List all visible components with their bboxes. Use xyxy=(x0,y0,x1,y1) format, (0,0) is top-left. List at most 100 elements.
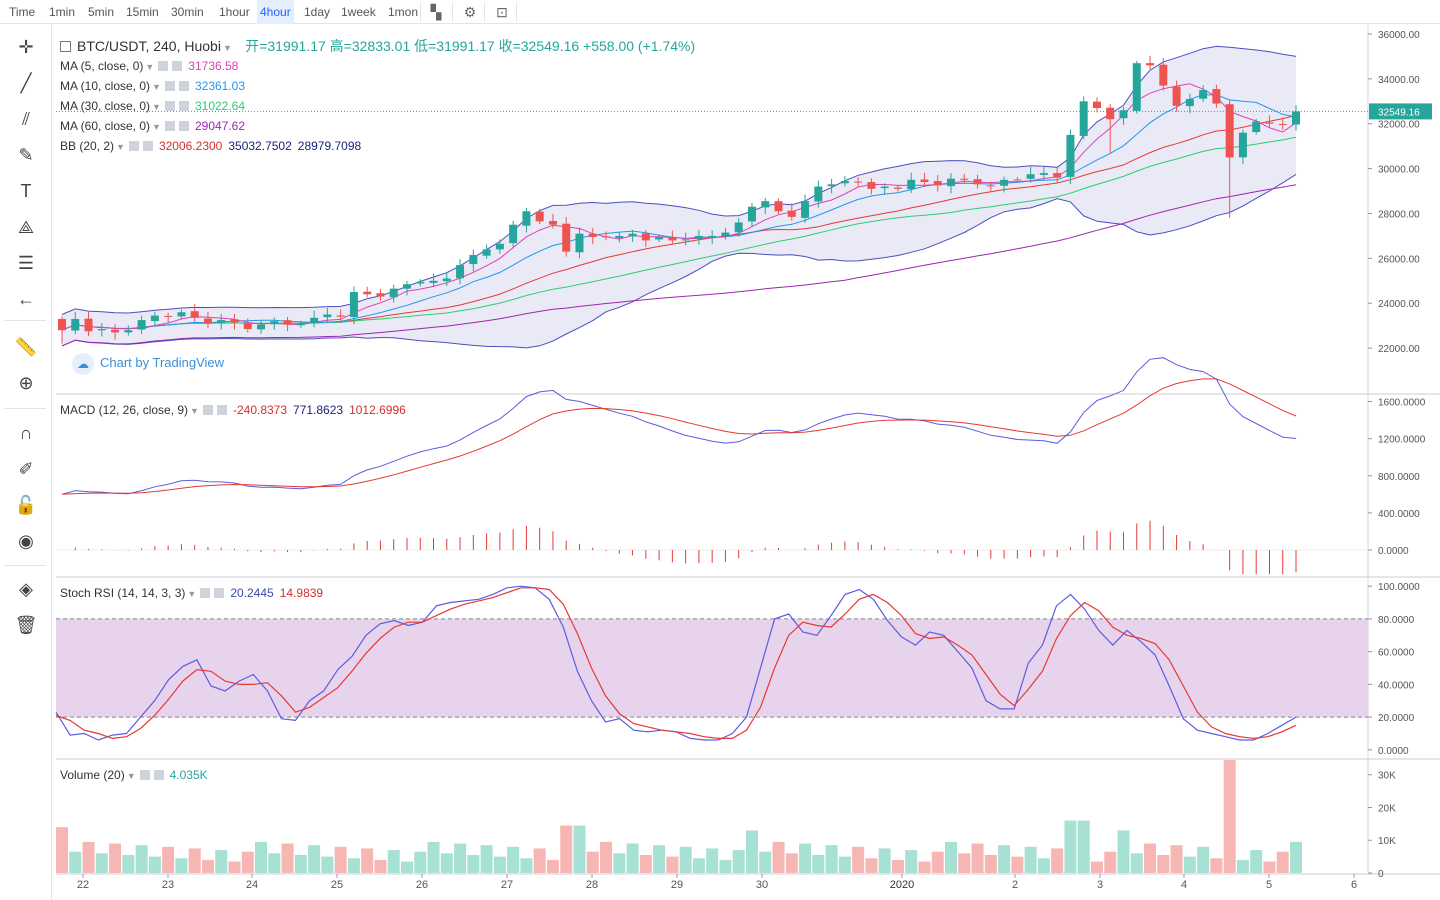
candle-body[interactable] xyxy=(137,320,146,330)
candle-body[interactable] xyxy=(960,178,969,180)
close-icon[interactable] xyxy=(178,121,189,131)
candle-body[interactable] xyxy=(124,330,133,333)
candle-body[interactable] xyxy=(774,201,783,212)
candle-body[interactable] xyxy=(349,292,358,318)
candle-body[interactable] xyxy=(469,255,478,265)
candle-body[interactable] xyxy=(495,243,504,250)
candle-body[interactable] xyxy=(1106,107,1115,120)
timeframe-1day[interactable]: 1day xyxy=(304,5,331,19)
candle-body[interactable] xyxy=(1185,99,1194,107)
candle-body[interactable] xyxy=(217,320,226,324)
candle-body[interactable] xyxy=(973,179,982,185)
candle-body[interactable] xyxy=(787,210,796,217)
chevron-down-icon[interactable]: ▼ xyxy=(187,589,197,599)
candle-body[interactable] xyxy=(58,318,66,331)
settings-icon[interactable] xyxy=(202,405,213,415)
crosshair-icon[interactable]: ✛ xyxy=(18,37,34,57)
candle-body[interactable] xyxy=(840,180,849,184)
legend-macd[interactable]: MACD (12, 26, close, 9) ▼ -240.8373 771.862… xyxy=(60,402,406,418)
candle-body[interactable] xyxy=(761,201,770,208)
candle-body[interactable] xyxy=(721,232,730,237)
candle-body[interactable] xyxy=(535,211,544,222)
candle-body[interactable] xyxy=(1278,124,1287,126)
indicators-icon[interactable]: ⚙ xyxy=(463,4,477,20)
candle-body[interactable] xyxy=(1292,111,1300,125)
legend-ma60[interactable]: MA (60, close, 0) ▼ 29047.62 xyxy=(60,118,245,134)
candle-body[interactable] xyxy=(482,249,491,256)
chevron-down-icon[interactable]: ▼ xyxy=(152,102,161,112)
candle-body[interactable] xyxy=(164,315,173,317)
legend-ma5[interactable]: MA (5, close, 0) ▼ 31736.58 xyxy=(60,58,238,74)
chevron-down-icon[interactable]: ▼ xyxy=(145,62,155,72)
back-arrow-icon[interactable]: ← xyxy=(17,289,35,309)
candle-body[interactable] xyxy=(243,323,252,330)
timeframe-30min[interactable]: 30min xyxy=(171,5,204,19)
chevron-down-icon[interactable]: ▼ xyxy=(222,43,232,53)
candle-body[interactable] xyxy=(1079,101,1088,136)
timeframe-15min[interactable]: 15min xyxy=(126,5,159,19)
candle-body[interactable] xyxy=(880,186,889,189)
legend-volume[interactable]: Volume (20) ▼ 4.035K xyxy=(60,767,208,783)
candle-body[interactable] xyxy=(363,291,372,295)
candle-body[interactable] xyxy=(310,317,319,324)
candle-body[interactable] xyxy=(230,319,239,323)
candle-body[interactable] xyxy=(854,181,863,183)
candle-body[interactable] xyxy=(628,233,637,237)
timeframe-1hour[interactable]: 1hour xyxy=(219,5,250,19)
candle-body[interactable] xyxy=(1225,104,1234,158)
candle-body[interactable] xyxy=(111,329,120,333)
candle-body[interactable] xyxy=(376,293,385,297)
candle-body[interactable] xyxy=(97,329,106,331)
timeframe-1mon[interactable]: 1mon xyxy=(388,5,419,19)
close-icon[interactable] xyxy=(178,101,189,111)
candle-body[interactable] xyxy=(257,324,266,330)
trash-icon[interactable]: 🗑 xyxy=(14,615,38,635)
candle-body[interactable] xyxy=(150,315,159,322)
candle-body[interactable] xyxy=(402,284,411,289)
settings-icon[interactable] xyxy=(128,141,139,151)
pattern-icon[interactable]: ⟁ xyxy=(17,217,35,237)
candle-body[interactable] xyxy=(602,236,611,238)
close-icon[interactable] xyxy=(153,770,164,780)
candle-body[interactable] xyxy=(1053,173,1062,178)
candle-body[interactable] xyxy=(296,323,305,326)
candle-body[interactable] xyxy=(336,315,345,317)
candle-body[interactable] xyxy=(1199,90,1208,99)
candle-body[interactable] xyxy=(323,314,332,318)
brush-icon[interactable]: ✎ xyxy=(18,145,34,165)
symbol-legend[interactable]: BTC/USDT, 240, Huobi ▼ 开=31991.17 高=32833… xyxy=(60,38,695,54)
candle-body[interactable] xyxy=(1039,173,1048,175)
chevron-down-icon[interactable]: ▼ xyxy=(190,406,199,416)
candle-body[interactable] xyxy=(1000,179,1009,186)
candle-body[interactable] xyxy=(920,179,929,183)
candle-body[interactable] xyxy=(71,318,80,331)
candle-body[interactable] xyxy=(588,233,597,238)
candle-body[interactable] xyxy=(747,206,756,222)
candle-body[interactable] xyxy=(1119,110,1128,119)
candle-body[interactable] xyxy=(1013,179,1022,181)
timeframe-1week[interactable]: 1week xyxy=(341,5,376,19)
legend-ma30[interactable]: MA (30, close, 0) ▼ 31022.64 xyxy=(60,98,245,114)
candle-body[interactable] xyxy=(734,222,743,233)
candle-body[interactable] xyxy=(893,187,902,189)
timeframe-time[interactable]: Time xyxy=(9,5,36,19)
screenshot-icon[interactable]: ⊡ xyxy=(496,4,508,20)
candle-body[interactable] xyxy=(947,178,956,187)
candle-body[interactable] xyxy=(522,211,531,226)
magnet-icon[interactable]: ∩ xyxy=(19,423,33,443)
candle-body[interactable] xyxy=(907,179,916,190)
candle-body[interactable] xyxy=(668,237,677,241)
candle-body[interactable] xyxy=(1159,64,1168,86)
candle-body[interactable] xyxy=(456,265,465,279)
candle-body[interactable] xyxy=(641,233,650,241)
candle-body[interactable] xyxy=(548,221,557,225)
candle-body[interactable] xyxy=(694,235,703,239)
text-icon[interactable]: T xyxy=(20,181,32,201)
candle-body[interactable] xyxy=(190,311,199,318)
legend-ma10[interactable]: MA (10, close, 0) ▼ 32361.03 xyxy=(60,78,245,94)
legend-bb[interactable]: BB (20, 2) ▼ 32006.2300 35032.7502 28979.709… xyxy=(60,138,361,154)
unlock-icon[interactable]: 🔓 xyxy=(14,495,38,515)
fib-icon[interactable]: ⫽ xyxy=(21,109,31,129)
close-icon[interactable] xyxy=(178,81,189,91)
